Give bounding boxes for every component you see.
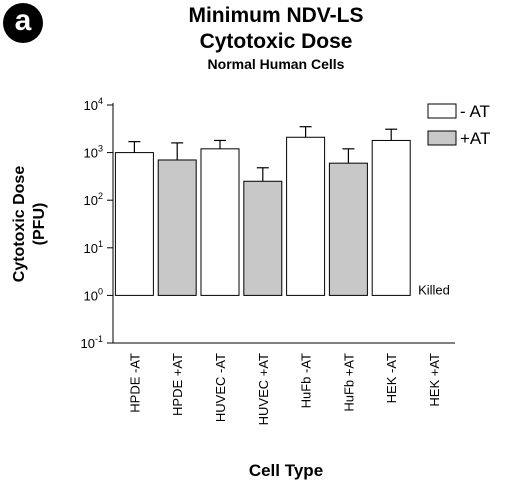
legend-label-0: - AT [460,102,490,121]
legend-swatch-1 [427,130,457,146]
y-tick-label-1: 100 [84,286,103,303]
x-tick-label-5: HuFb +AT [341,353,356,412]
bar-1 [157,159,197,296]
legend-label-1: +AT [460,129,490,148]
x-tick-label-4: HuFb -AT [299,353,314,408]
bar-5 [328,162,368,296]
x-tick-label-6: HEK -AT [384,353,399,403]
bar-2 [200,148,240,296]
x-tick-label-7: HEK +AT [427,353,442,407]
y-tick-label-2: 101 [84,239,103,256]
annotation-killed: Killed [418,282,450,297]
legend-swatch-0 [427,103,457,119]
y-tick-label-0: 10-1 [81,334,103,351]
bar-0 [114,152,154,296]
chart-subtitle: Normal Human Cells [207,56,345,72]
chart-title-line-2: Cytotoxic Dose [199,30,353,53]
x-tick-label-1: HPDE +AT [170,353,185,416]
bar-3 [243,180,283,296]
x-tick-label-3: HUVEC +AT [256,353,271,425]
x-tick-label-2: HUVEC -AT [213,353,228,422]
bar-4 [286,136,326,296]
chart-title-line-1: Minimum NDV-LS [188,4,364,27]
x-axis-label: Cell Type [248,461,324,480]
y-tick-label-4: 103 [84,144,103,161]
y-tick-label-3: 102 [84,191,103,208]
bar-6 [371,139,411,296]
x-tick-label-0: HPDE -AT [127,353,142,413]
y-tick-label-5: 104 [84,96,103,113]
panel-label-badge: a [3,3,43,43]
